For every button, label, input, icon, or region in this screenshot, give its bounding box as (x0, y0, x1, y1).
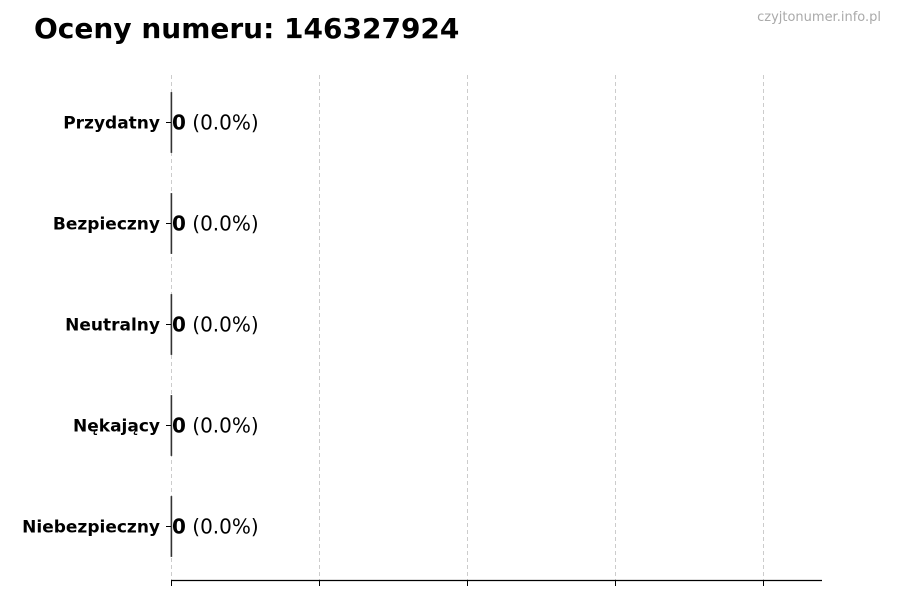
data-label-percent: (0.0%) (186, 414, 259, 438)
data-label: 0 (0.0%) (172, 111, 259, 135)
y-tick-label: Przydatny (63, 114, 160, 134)
y-tick-label: Nękający (73, 417, 160, 437)
data-label-count: 0 (172, 212, 186, 236)
y-tick-label: Niebezpieczny (22, 518, 160, 538)
chart-title: Oceny numeru: 146327924 (34, 12, 460, 45)
data-label-count: 0 (172, 313, 186, 337)
data-label-percent: (0.0%) (186, 515, 259, 539)
data-label-percent: (0.0%) (186, 212, 259, 236)
y-tick-label: Bezpieczny (53, 215, 160, 235)
data-label-count: 0 (172, 414, 186, 438)
data-label-percent: (0.0%) (186, 111, 259, 135)
data-label-count: 0 (172, 111, 186, 135)
data-label-count: 0 (172, 515, 186, 539)
y-tick-label: Neutralny (65, 316, 160, 336)
data-label-percent: (0.0%) (186, 313, 259, 337)
data-label: 0 (0.0%) (172, 313, 259, 337)
data-label: 0 (0.0%) (172, 212, 259, 236)
data-label: 0 (0.0%) (172, 414, 259, 438)
watermark: czyjtonumer.info.pl (757, 10, 881, 25)
data-label: 0 (0.0%) (172, 515, 259, 539)
